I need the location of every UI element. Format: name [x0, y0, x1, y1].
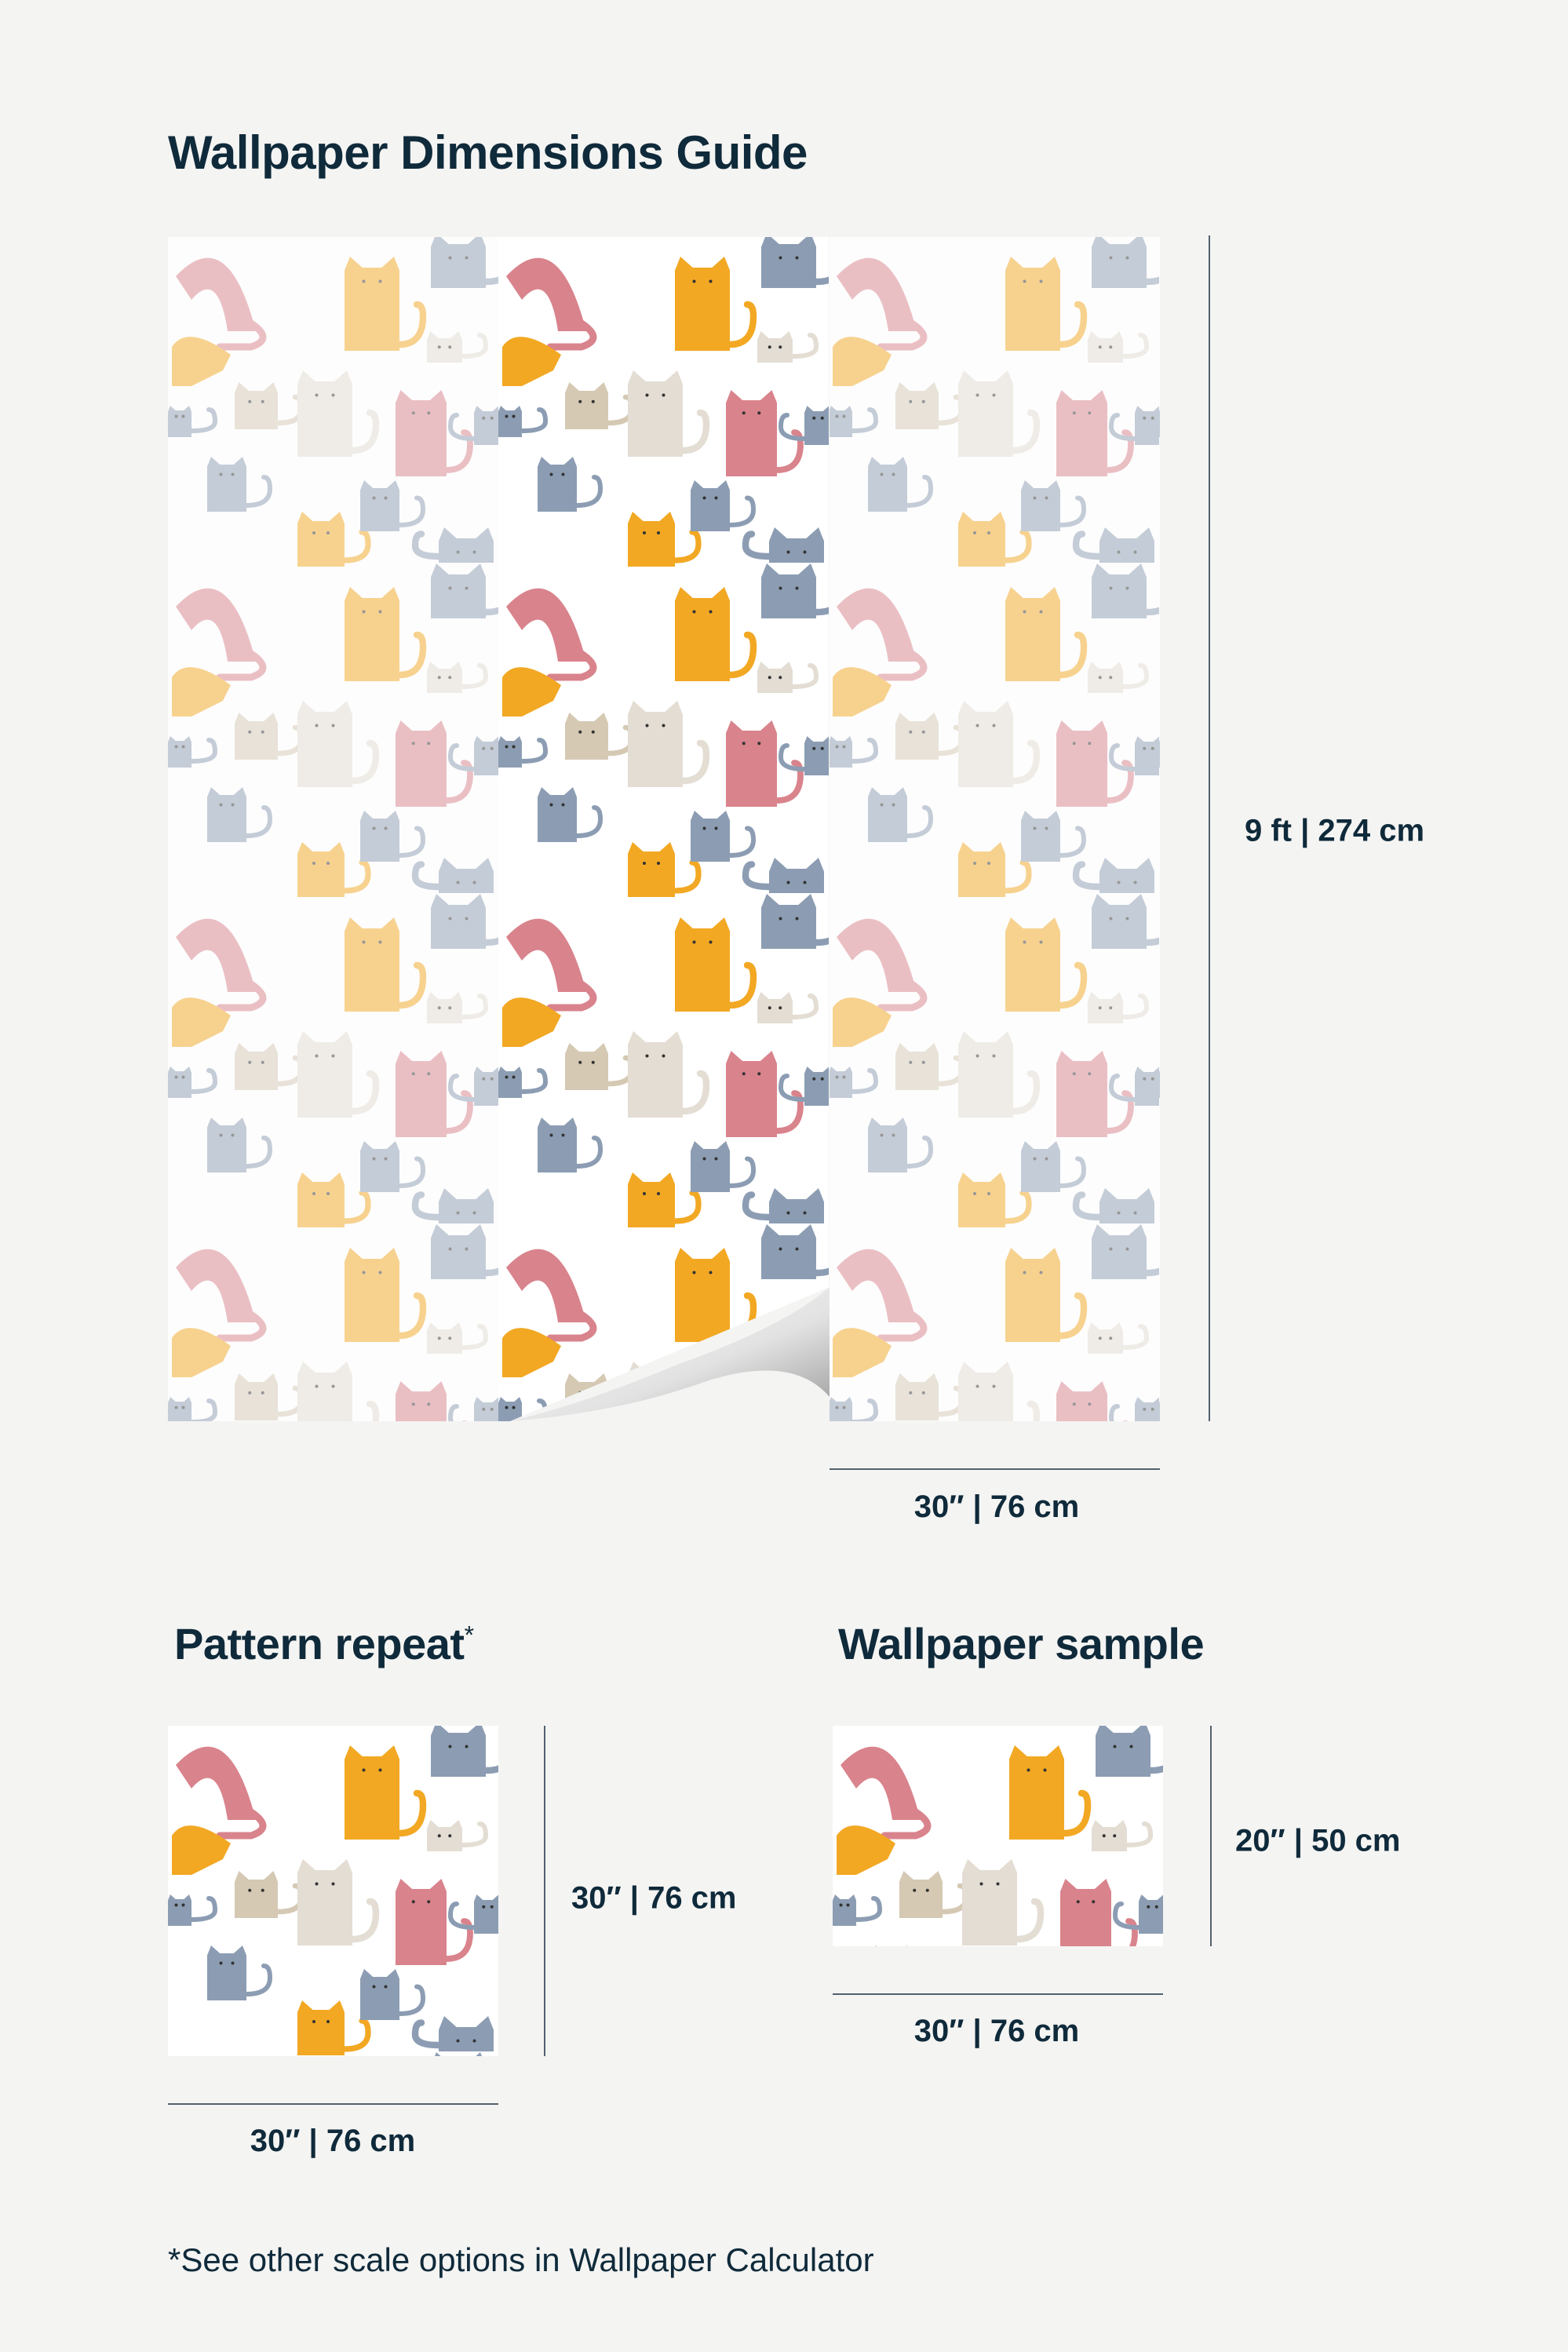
wallpaper-strip-2 — [498, 237, 829, 1421]
sample-width-line — [833, 1993, 1163, 1995]
sample-heading: Wallpaper sample — [838, 1619, 1205, 1668]
repeat-height-label: 30″ | 76 cm — [571, 1880, 737, 1916]
pattern-repeat-swatch — [168, 1726, 498, 2056]
height-dimension-line — [1209, 235, 1210, 1421]
footnote-mark: * — [464, 1621, 474, 1650]
faded-overlay — [168, 237, 498, 1421]
repeat-width-line — [168, 2103, 498, 2105]
wallpaper-sample-swatch — [833, 1726, 1163, 1946]
faded-overlay — [830, 237, 1160, 1421]
sample-height-line — [1210, 1726, 1212, 1946]
main-wallpaper-panel — [168, 237, 1160, 1421]
pattern-repeat-heading-text: Pattern repeat — [174, 1619, 465, 1668]
repeat-height-line — [544, 1726, 545, 2056]
page-title: Wallpaper Dimensions Guide — [168, 126, 808, 179]
peeling-corner — [510, 1287, 830, 1421]
wallpaper-strip-1 — [168, 237, 498, 1421]
height-label: 9 ft | 274 cm — [1245, 813, 1425, 848]
sample-width-label: 30″ | 76 cm — [913, 2014, 1080, 2048]
wallpaper-strip-3 — [830, 237, 1160, 1421]
pattern-repeat-heading: Pattern repeat* — [174, 1618, 474, 1669]
footnote: *See other scale options in Wallpaper Ca… — [168, 2241, 874, 2278]
width-dimension-line — [830, 1468, 1160, 1470]
repeat-width-label: 30″ | 76 cm — [250, 2124, 416, 2158]
sample-height-label: 20″ | 50 cm — [1235, 1823, 1401, 1858]
width-label: 30″ | 76 cm — [913, 1490, 1080, 1524]
